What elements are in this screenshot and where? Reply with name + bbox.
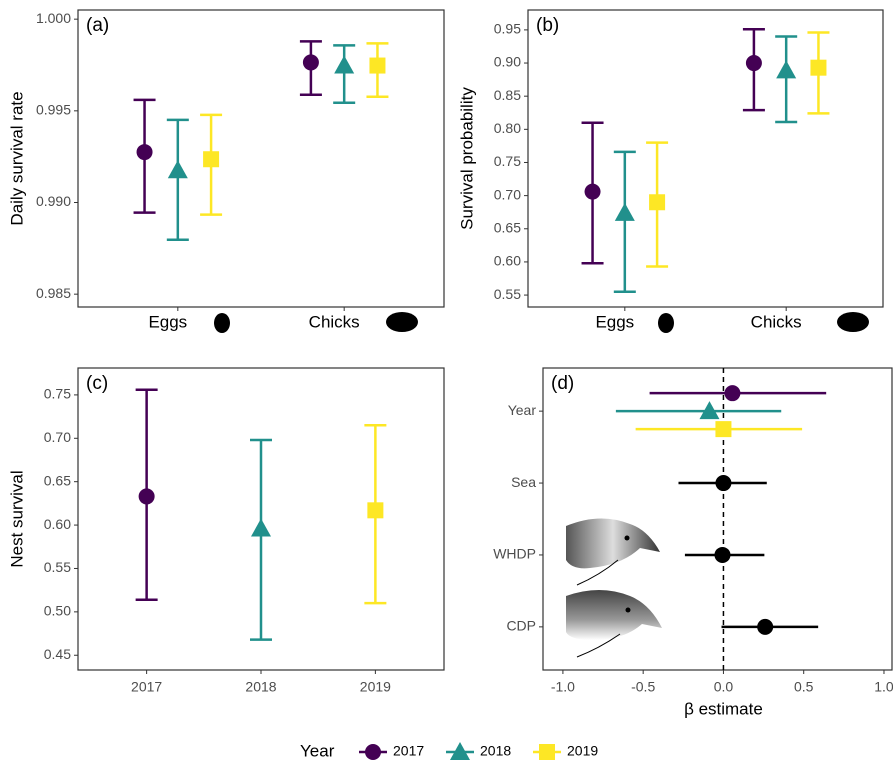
point bbox=[167, 160, 188, 179]
x-tick-label: 2019 bbox=[360, 679, 391, 695]
y-tick-label: Year bbox=[508, 402, 537, 418]
y-tick-label: 0.985 bbox=[36, 285, 71, 301]
legend-label: 2017 bbox=[393, 743, 424, 759]
y-axis-label: Daily survival rate bbox=[7, 91, 26, 225]
point bbox=[776, 60, 797, 79]
x-tick-label: 0.0 bbox=[714, 679, 734, 695]
point bbox=[715, 475, 732, 492]
x-tick-label: Chicks bbox=[751, 312, 802, 331]
point bbox=[251, 518, 271, 537]
y-tick-label: 0.85 bbox=[494, 87, 521, 103]
y-tick-label: 0.60 bbox=[494, 253, 521, 269]
point bbox=[614, 202, 635, 221]
y-tick-label: 0.995 bbox=[36, 102, 71, 118]
egg-icon bbox=[214, 313, 230, 333]
x-tick-label: 1.0 bbox=[874, 679, 893, 695]
y-tick-label: 0.75 bbox=[494, 153, 521, 169]
x-tick-label: -0.5 bbox=[631, 679, 655, 695]
y-tick-label: 0.50 bbox=[44, 603, 71, 619]
panel-tag: (b) bbox=[536, 15, 559, 36]
x-tick-label: Eggs bbox=[148, 312, 187, 331]
legend-marker bbox=[365, 744, 381, 760]
x-tick-label: 2018 bbox=[245, 679, 276, 695]
legend-marker bbox=[539, 744, 555, 760]
y-tick-label: 0.990 bbox=[36, 193, 71, 209]
y-tick-label: WHDP bbox=[493, 546, 536, 562]
y-tick-label: 0.70 bbox=[494, 186, 521, 202]
y-tick-label: Sea bbox=[511, 474, 536, 490]
point bbox=[724, 385, 741, 402]
point bbox=[584, 183, 601, 200]
y-tick-label: 0.65 bbox=[44, 472, 71, 488]
y-tick-label: 0.60 bbox=[44, 516, 71, 532]
y-tick-label: 0.95 bbox=[494, 21, 521, 37]
chick-icon bbox=[386, 312, 418, 332]
egg-icon bbox=[658, 313, 674, 333]
y-tick-label: 0.55 bbox=[44, 559, 71, 575]
y-tick-label: 1.000 bbox=[36, 10, 71, 26]
y-tick-label: 0.45 bbox=[44, 646, 71, 662]
plot-border bbox=[527, 9, 884, 308]
point bbox=[699, 401, 720, 420]
x-tick-label: 2017 bbox=[131, 679, 162, 695]
point bbox=[810, 59, 827, 76]
point bbox=[203, 151, 220, 168]
point bbox=[745, 55, 762, 72]
x-tick-label: Chicks bbox=[309, 312, 360, 331]
y-axis-label: Nest survival bbox=[7, 470, 26, 567]
point bbox=[649, 194, 666, 211]
y-tick-label: 0.55 bbox=[494, 286, 521, 302]
legend-title: Year bbox=[300, 741, 335, 760]
y-tick-label: 0.70 bbox=[44, 429, 71, 445]
bird-whdp bbox=[566, 518, 660, 586]
bird-cdp bbox=[566, 590, 662, 658]
point bbox=[138, 488, 155, 505]
y-tick-label: 0.75 bbox=[44, 386, 71, 402]
y-tick-label: CDP bbox=[506, 618, 536, 634]
panel-tag: (c) bbox=[86, 373, 108, 394]
plot-border bbox=[77, 9, 445, 308]
y-tick-label: 0.90 bbox=[494, 54, 521, 70]
legend-label: 2018 bbox=[480, 743, 511, 759]
point bbox=[334, 55, 355, 74]
y-tick-label: 0.80 bbox=[494, 120, 521, 136]
point bbox=[367, 502, 384, 519]
y-axis-label: Survival probability bbox=[457, 87, 476, 230]
chick-icon bbox=[837, 312, 869, 332]
x-tick-label: 0.5 bbox=[794, 679, 814, 695]
panel-tag: (a) bbox=[86, 15, 109, 36]
point bbox=[302, 54, 319, 71]
legend-label: 2019 bbox=[567, 743, 598, 759]
x-tick-label: -1.0 bbox=[551, 679, 575, 695]
y-tick-label: 0.65 bbox=[494, 219, 521, 235]
plot-border bbox=[542, 367, 893, 671]
point bbox=[757, 618, 774, 635]
point bbox=[714, 546, 731, 563]
point bbox=[136, 144, 153, 161]
point bbox=[369, 57, 386, 74]
x-axis-label: β estimate bbox=[684, 699, 763, 718]
panel-tag: (d) bbox=[551, 373, 574, 394]
point bbox=[715, 421, 732, 438]
x-tick-label: Eggs bbox=[595, 312, 634, 331]
legend-marker bbox=[450, 742, 470, 760]
